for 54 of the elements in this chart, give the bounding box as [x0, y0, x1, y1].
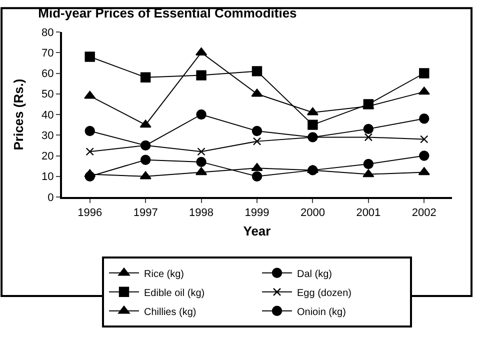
x-tick-label: 1998 — [189, 207, 214, 220]
point — [363, 124, 374, 134]
point — [419, 68, 430, 78]
y-tick-label: 40 — [42, 109, 54, 122]
y-tick-label: 70 — [42, 47, 54, 60]
point — [84, 126, 95, 136]
y-tick-label: 60 — [42, 68, 54, 80]
point — [196, 156, 206, 168]
legend-label: Rice (kg) — [144, 268, 184, 280]
chart-title: Mid-year Prices of Essential Commodities — [38, 6, 297, 21]
legend-label: Chillies (kg) — [144, 306, 196, 318]
point — [196, 109, 206, 120]
point — [140, 72, 151, 82]
x-axis-title: Year — [243, 223, 271, 238]
y-tick-label: 0 — [48, 192, 54, 204]
x-tick-label: 2000 — [300, 207, 325, 220]
point — [140, 154, 151, 165]
point — [252, 126, 262, 136]
y-tick-label: 50 — [42, 88, 54, 101]
point — [308, 120, 318, 130]
point — [197, 148, 206, 156]
x-tick-label: 1996 — [78, 207, 102, 220]
legend-label: Egg (dozen) — [297, 288, 352, 299]
point — [420, 135, 428, 144]
point — [418, 86, 430, 95]
point — [84, 169, 96, 178]
point — [252, 137, 262, 146]
point — [251, 88, 263, 97]
point — [363, 158, 374, 170]
point — [84, 52, 95, 62]
point — [419, 114, 430, 124]
y-tick-label: 20 — [42, 150, 54, 163]
y-axis-title: Prices (Rs.) — [11, 78, 26, 150]
point — [140, 171, 152, 180]
point — [252, 66, 262, 76]
y-tick-label: 10 — [42, 171, 54, 184]
x-tick-label: 2001 — [356, 207, 381, 220]
legend-label: Dal (kg) — [297, 268, 332, 280]
legend-label: Edible oil (kg) — [144, 288, 205, 299]
point — [419, 150, 430, 161]
x-tick-label: 1999 — [244, 207, 270, 220]
point — [86, 148, 94, 156]
point — [362, 169, 374, 178]
point — [364, 133, 373, 142]
point — [252, 171, 262, 182]
x-tick-label: 1997 — [133, 207, 158, 220]
legend-label: Onioin (kg) — [297, 306, 346, 318]
y-tick-label: 30 — [42, 130, 54, 142]
y-tick-label: 80 — [42, 26, 54, 39]
x-tick-label: 2002 — [412, 207, 436, 220]
point — [418, 167, 430, 176]
point — [140, 120, 152, 128]
point — [84, 90, 96, 99]
point — [196, 70, 206, 80]
